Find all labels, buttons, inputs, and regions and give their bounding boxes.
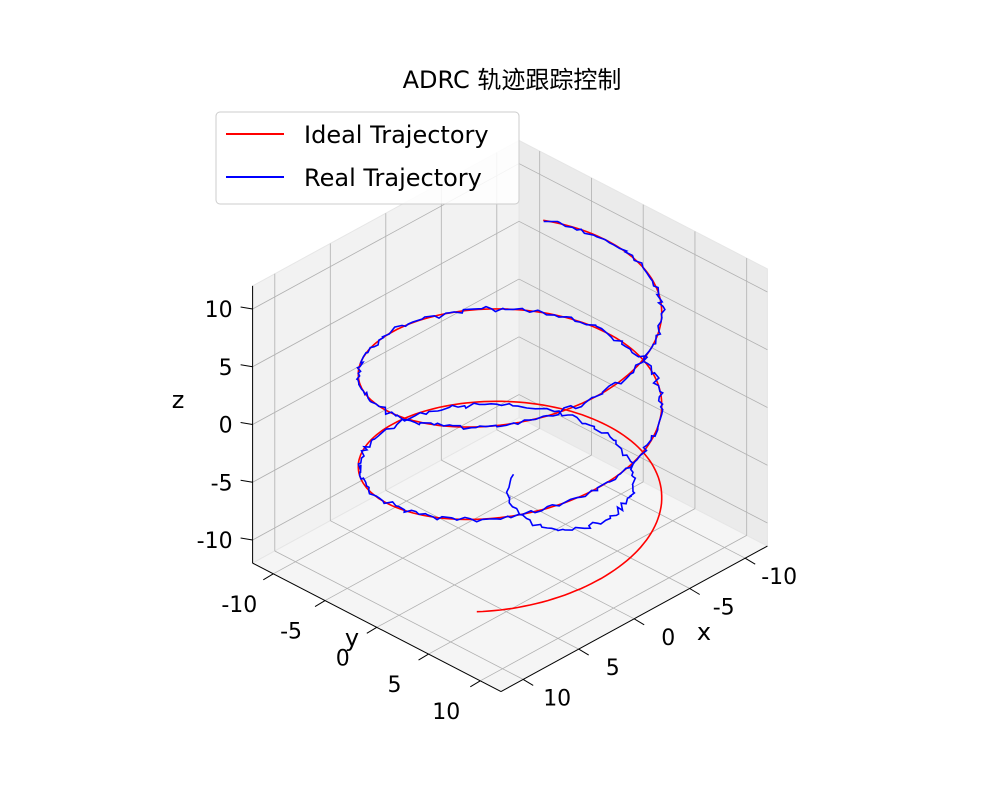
grid-wall-z2 (252, 220, 520, 368)
y-tick-label: -5 (280, 620, 302, 645)
series-lines (355, 219, 666, 613)
y-tick-label: 5 (388, 673, 402, 698)
grid-wall-z (518, 163, 768, 293)
x-tick-label: -5 (713, 596, 735, 621)
z-axis-label: z (172, 386, 185, 414)
y-tick-label: 0 (336, 646, 350, 671)
grid-wall-z (518, 220, 768, 351)
x-tick-label: 10 (543, 686, 571, 711)
x-tick-mark (633, 618, 645, 626)
z-tick-label: 10 (205, 298, 233, 323)
series-real-trajectory (355, 220, 666, 532)
legend-label-real: Real Trajectory (304, 164, 482, 192)
grid-wall-z (518, 394, 768, 524)
grid-floor-y (273, 428, 540, 575)
x-tick-label: -10 (761, 565, 797, 590)
x-axis-label: x (697, 618, 711, 646)
y-tick-mark (470, 680, 481, 688)
z-tick-mark (240, 537, 253, 541)
grid-wall-z2 (252, 278, 520, 425)
legend: Ideal Trajectory Real Trajectory (215, 111, 520, 205)
z-tick-label: -10 (197, 529, 233, 554)
z-tick-label: 0 (219, 414, 233, 439)
y-tick-label: 10 (432, 700, 460, 725)
grid-floor-y (480, 535, 747, 682)
x-tick-label: 0 (661, 626, 675, 651)
grid-wall-z (518, 336, 768, 466)
y-tick-mark (418, 653, 429, 661)
z-tick-label: -5 (211, 471, 233, 496)
grid-wall-z2 (252, 394, 520, 541)
z-tick-mark (240, 364, 253, 368)
z-tick-label: 5 (219, 356, 233, 381)
chart-title: ADRC 轨迹跟踪控制 (403, 66, 622, 94)
y-tick-mark (263, 573, 274, 581)
legend-box (215, 111, 520, 205)
y-tick-mark (314, 600, 326, 607)
x-tick-mark (744, 557, 756, 565)
x-tick-mark (578, 648, 589, 656)
y-axis-label: y (345, 624, 359, 652)
tick-labels: -10 -5 0 5 10 -10 -5 0 5 10 -10 -5 0 5 10 (197, 298, 798, 725)
y-tick-label: -10 (221, 593, 257, 618)
z-tick-mark (240, 422, 253, 426)
grid-floor-y (324, 454, 592, 601)
x-tick-label: 5 (606, 656, 620, 681)
grid-wall-z (518, 278, 768, 408)
legend-label-ideal: Ideal Trajectory (304, 121, 489, 149)
grid-floor-y (376, 481, 644, 628)
x-tick-mark (689, 588, 700, 595)
y-tick-mark (366, 626, 378, 634)
x-tick-mark (522, 678, 534, 686)
z-tick-mark (240, 306, 253, 310)
z-tick-mark (240, 479, 253, 483)
